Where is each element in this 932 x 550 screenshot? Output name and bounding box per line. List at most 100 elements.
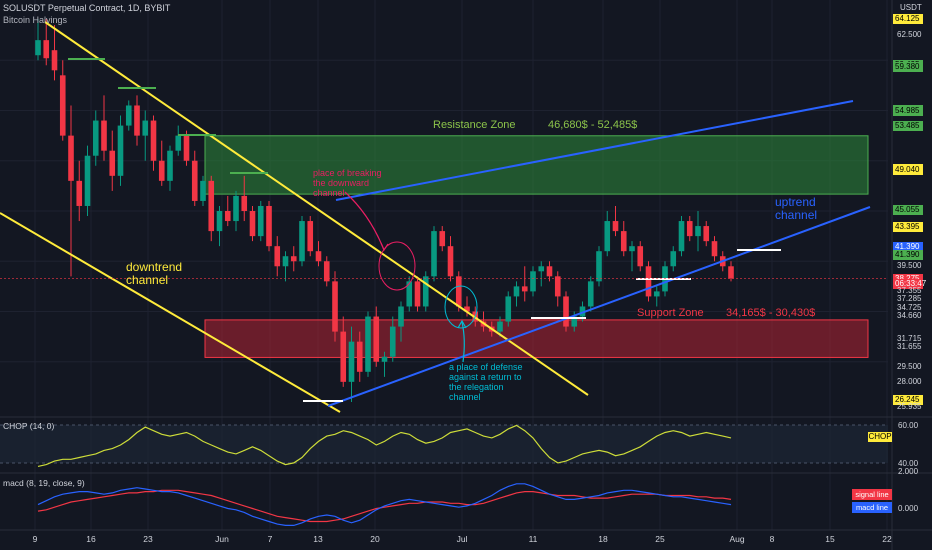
- candle-body: [604, 221, 611, 252]
- macd-line: [37, 483, 732, 527]
- macd-line-legend: macd line: [852, 502, 892, 513]
- candle-body: [521, 286, 528, 292]
- price-tick-label: 62.500: [897, 30, 922, 40]
- candle-body: [406, 281, 413, 307]
- price-tick-label: 41.390: [893, 250, 923, 261]
- date-tick-label: 23: [143, 534, 153, 544]
- candle-body: [447, 246, 454, 277]
- price-tick-label: 53.485: [893, 120, 923, 131]
- candle-body: [645, 266, 652, 297]
- price-tick-label: 38.275: [893, 273, 923, 284]
- candle-body: [257, 205, 264, 237]
- defense-circle: [444, 285, 478, 329]
- price-tick-label: 49.040: [893, 165, 923, 176]
- candle-body: [323, 261, 330, 282]
- halvings-label[interactable]: Bitcoin Halvings: [3, 15, 68, 25]
- breaking-arrowhead: [380, 242, 389, 252]
- candle-body: [612, 221, 619, 232]
- candle-body: [389, 326, 396, 357]
- candle-body: [84, 155, 91, 206]
- price-tick-label: 29.500: [897, 361, 922, 371]
- downtrend-label: downtrend channel: [126, 260, 183, 287]
- uptrend-label: uptrend channel: [775, 195, 818, 222]
- candle-body: [208, 180, 215, 232]
- candle-body: [728, 266, 734, 279]
- candle-body: [167, 150, 173, 181]
- candle-body: [538, 266, 545, 272]
- support-zone-box: [204, 319, 869, 358]
- macd-pane: [37, 483, 732, 527]
- candle-body: [414, 281, 421, 307]
- price-tick-label: 45.055: [893, 205, 923, 216]
- candle-body: [315, 251, 322, 262]
- candle-body: [703, 226, 710, 242]
- price-tick-label: 64.125: [893, 13, 923, 24]
- symbol-title[interactable]: SOLUSDT Perpetual Contract, 1D, BYBIT: [3, 3, 171, 13]
- candle-body: [464, 306, 470, 312]
- price-tick-label: 34.725: [897, 302, 922, 312]
- date-tick-label: 13: [313, 534, 323, 544]
- candle-body: [365, 316, 371, 372]
- candle-body: [224, 211, 231, 222]
- candle-body: [398, 306, 404, 327]
- candle-body: [117, 125, 124, 176]
- candle-body: [68, 135, 74, 181]
- resistance-range-label: 46,680$ - 52,485$: [548, 119, 638, 131]
- candle-body: [513, 286, 520, 297]
- resistance-zone-label: Resistance Zone: [433, 119, 516, 131]
- candle-body: [290, 256, 297, 262]
- candle-body: [596, 251, 602, 282]
- candle-body: [299, 221, 305, 262]
- date-tick-label: 9: [32, 534, 38, 544]
- candle-body: [629, 246, 635, 252]
- signal-line: [37, 489, 732, 523]
- candle-body: [150, 120, 157, 161]
- date-tick-label: Aug: [729, 534, 745, 544]
- candle-body: [340, 331, 347, 382]
- candle-body: [563, 296, 569, 327]
- trendline-drawings: [0, 21, 888, 413]
- candle-body: [92, 120, 99, 156]
- candle-body: [249, 211, 256, 237]
- candle-body: [422, 276, 429, 307]
- support-range-label: 34,165$ - 30,430$: [726, 307, 816, 319]
- breaking-circle: [378, 241, 416, 291]
- chop-title[interactable]: CHOP (14, 0): [3, 421, 55, 431]
- candle-body: [51, 50, 58, 71]
- uptrend-lower-line: [327, 206, 871, 407]
- resistance-zone-box: [204, 135, 869, 195]
- candle-body: [505, 296, 512, 322]
- defense-point-label: a place of defense against a return to t…: [449, 362, 523, 402]
- price-tick-label: 59.380: [893, 61, 923, 72]
- candle-body: [431, 231, 437, 277]
- date-tick-label: Jun: [215, 534, 229, 544]
- candle-body: [670, 251, 677, 267]
- price-tick-label: 54.985: [893, 105, 923, 116]
- candle-body: [35, 40, 41, 56]
- candle-body: [191, 160, 198, 201]
- downtrend-lower-line: [0, 212, 341, 413]
- candle-body: [158, 160, 165, 181]
- candle-body: [282, 256, 289, 267]
- candle-body: [637, 246, 644, 267]
- candle-body: [497, 321, 503, 332]
- candle-body: [43, 40, 50, 59]
- candle-body: [125, 105, 132, 126]
- candle-body: [307, 221, 314, 252]
- defense-arrow: [461, 321, 465, 363]
- price-tick-label: 34.660: [897, 310, 922, 320]
- candle-body: [101, 120, 107, 151]
- date-tick-label: 15: [825, 534, 835, 544]
- price-tick-label: 41.390: [893, 242, 923, 253]
- candle-body: [348, 341, 355, 382]
- candle-body: [274, 246, 281, 267]
- price-tick-label: 25.935: [897, 402, 922, 411]
- macd-title[interactable]: macd (8, 19, close, 9): [3, 478, 85, 488]
- price-tick-label: 26.245: [893, 394, 923, 405]
- date-tick-label: 18: [598, 534, 608, 544]
- candle-body: [134, 105, 140, 136]
- candle-body: [183, 135, 190, 161]
- chop-band: [0, 425, 888, 463]
- price-tick-label: 31.655: [897, 342, 922, 352]
